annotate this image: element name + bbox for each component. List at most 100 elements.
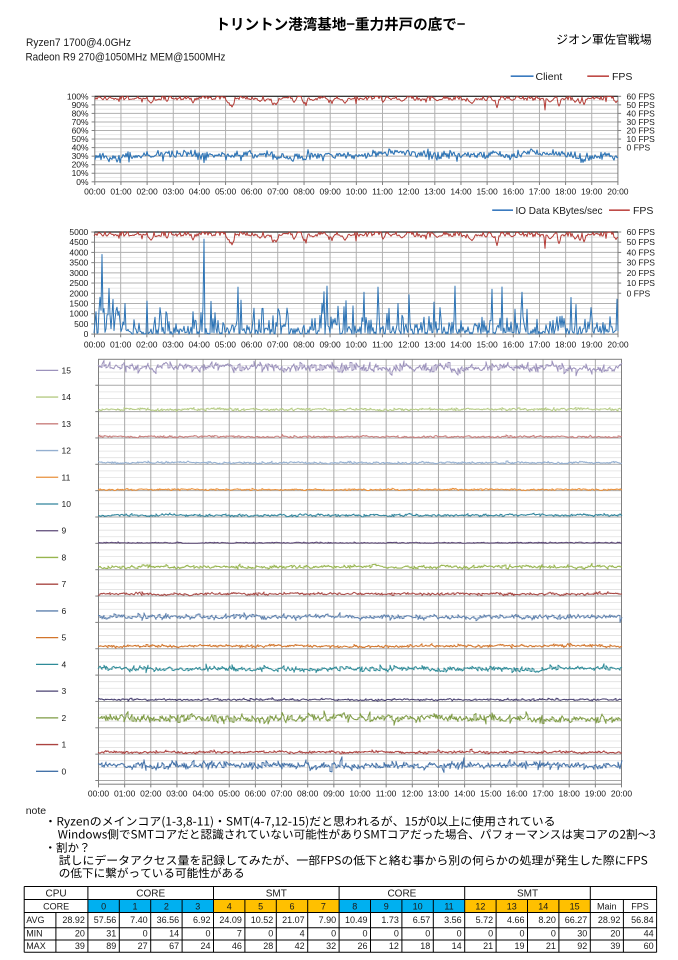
svg-text:26: 26	[357, 941, 367, 951]
svg-text:1500: 1500	[69, 299, 88, 309]
svg-text:MAX: MAX	[26, 941, 46, 951]
svg-text:10 FPS: 10 FPS	[627, 134, 656, 144]
svg-text:80%: 80%	[72, 108, 89, 118]
svg-text:28.92: 28.92	[62, 915, 85, 925]
svg-text:9: 9	[384, 901, 389, 911]
svg-text:18:00: 18:00	[559, 788, 581, 798]
svg-text:02:00: 02:00	[136, 340, 158, 350]
svg-text:12:00: 12:00	[402, 788, 424, 798]
svg-text:100%: 100%	[67, 91, 89, 101]
svg-text:0: 0	[101, 901, 106, 911]
svg-text:70%: 70%	[72, 117, 89, 127]
svg-text:16:00: 16:00	[506, 788, 528, 798]
svg-text:2000: 2000	[69, 288, 88, 298]
svg-text:13: 13	[62, 419, 72, 429]
svg-text:04:00: 04:00	[189, 186, 211, 196]
svg-text:09:00: 09:00	[320, 186, 342, 196]
svg-text:FPS: FPS	[612, 71, 632, 83]
svg-text:14: 14	[452, 941, 462, 951]
svg-text:1.73: 1.73	[381, 915, 399, 925]
svg-text:CORE: CORE	[136, 889, 165, 900]
svg-text:2500: 2500	[69, 278, 88, 288]
svg-text:46: 46	[232, 941, 242, 951]
svg-text:08:00: 08:00	[293, 186, 315, 196]
svg-text:Client: Client	[536, 71, 563, 83]
svg-text:56.84: 56.84	[631, 915, 654, 925]
svg-text:01:00: 01:00	[110, 186, 132, 196]
svg-text:SMT: SMT	[517, 889, 538, 900]
svg-text:00:00: 00:00	[84, 340, 106, 350]
svg-text:0: 0	[457, 929, 462, 939]
svg-text:11: 11	[62, 472, 71, 482]
svg-text:39: 39	[75, 941, 85, 951]
svg-text:1000: 1000	[69, 309, 88, 319]
svg-text:3.56: 3.56	[444, 915, 462, 925]
svg-text:07:00: 07:00	[267, 340, 289, 350]
svg-text:0: 0	[551, 929, 556, 939]
svg-text:11:00: 11:00	[372, 186, 393, 196]
svg-text:60 FPS: 60 FPS	[627, 227, 656, 237]
svg-text:08:00: 08:00	[297, 788, 319, 798]
svg-text:14:00: 14:00	[450, 340, 472, 350]
svg-text:6.92: 6.92	[193, 915, 211, 925]
svg-text:0: 0	[425, 929, 430, 939]
svg-text:30%: 30%	[72, 151, 89, 161]
svg-text:19:00: 19:00	[585, 788, 607, 798]
svg-text:20:00: 20:00	[607, 340, 629, 350]
svg-text:4: 4	[300, 929, 305, 939]
svg-text:5: 5	[258, 901, 263, 911]
svg-text:14: 14	[169, 929, 179, 939]
svg-text:6: 6	[62, 606, 67, 616]
svg-text:15: 15	[62, 365, 72, 375]
svg-text:05:00: 05:00	[215, 340, 237, 350]
svg-text:21: 21	[483, 941, 493, 951]
svg-text:0: 0	[268, 929, 273, 939]
svg-text:0%: 0%	[76, 177, 89, 187]
svg-text:10: 10	[413, 901, 423, 911]
svg-text:3: 3	[62, 686, 67, 696]
svg-text:IO Data KBytes/sec: IO Data KBytes/sec	[516, 205, 603, 217]
svg-text:04:00: 04:00	[189, 340, 211, 350]
svg-text:5: 5	[62, 633, 67, 643]
svg-text:0: 0	[205, 929, 210, 939]
svg-text:0: 0	[362, 929, 367, 939]
svg-text:Main: Main	[597, 901, 617, 911]
svg-text:20:00: 20:00	[607, 186, 629, 196]
svg-text:7: 7	[237, 929, 242, 939]
svg-text:66.27: 66.27	[565, 915, 588, 925]
svg-text:15: 15	[570, 901, 580, 911]
svg-text:10:00: 10:00	[349, 788, 371, 798]
svg-text:27: 27	[138, 941, 148, 951]
svg-text:01:00: 01:00	[114, 788, 136, 798]
svg-text:0: 0	[519, 929, 524, 939]
svg-text:50 FPS: 50 FPS	[627, 100, 656, 110]
svg-text:8: 8	[62, 553, 67, 563]
svg-text:1: 1	[132, 901, 137, 911]
svg-text:0: 0	[331, 929, 336, 939]
svg-text:2: 2	[164, 901, 169, 911]
svg-text:4: 4	[62, 659, 67, 669]
svg-text:05:00: 05:00	[215, 186, 237, 196]
svg-text:11:00: 11:00	[376, 788, 397, 798]
svg-text:57.56: 57.56	[94, 915, 117, 925]
svg-text:3000: 3000	[69, 268, 88, 278]
svg-text:89: 89	[106, 941, 116, 951]
svg-text:44: 44	[644, 929, 654, 939]
svg-text:11: 11	[444, 901, 453, 911]
svg-text:28.92: 28.92	[598, 915, 621, 925]
svg-text:19:00: 19:00	[581, 340, 603, 350]
svg-text:15:00: 15:00	[476, 186, 498, 196]
svg-text:12: 12	[62, 446, 72, 456]
svg-text:10:00: 10:00	[346, 186, 368, 196]
svg-text:2: 2	[62, 713, 67, 723]
svg-text:40%: 40%	[72, 143, 89, 153]
svg-text:3: 3	[195, 901, 200, 911]
svg-text:20: 20	[610, 929, 620, 939]
svg-text:00:00: 00:00	[84, 186, 106, 196]
svg-text:36.56: 36.56	[157, 915, 180, 925]
svg-text:67: 67	[169, 941, 179, 951]
svg-text:05:00: 05:00	[219, 788, 241, 798]
svg-text:17:00: 17:00	[532, 788, 554, 798]
svg-text:39: 39	[610, 941, 620, 951]
svg-text:0: 0	[62, 766, 67, 776]
